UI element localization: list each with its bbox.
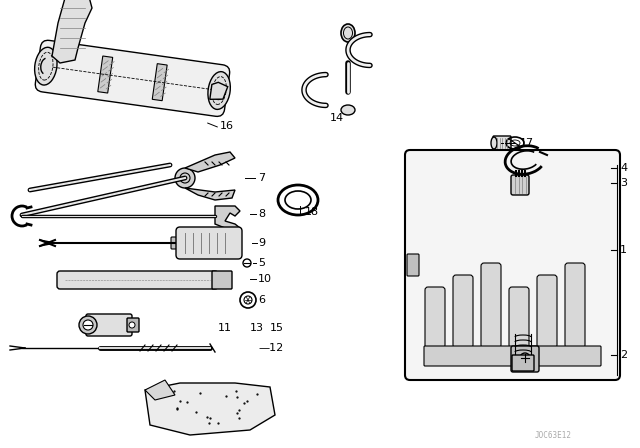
Polygon shape xyxy=(185,188,235,200)
FancyBboxPatch shape xyxy=(98,56,113,93)
Text: 10: 10 xyxy=(258,274,272,284)
FancyBboxPatch shape xyxy=(171,237,181,249)
Text: 3: 3 xyxy=(620,178,627,188)
Ellipse shape xyxy=(208,72,230,109)
FancyBboxPatch shape xyxy=(405,150,620,380)
Text: 18: 18 xyxy=(305,207,319,217)
Text: 7: 7 xyxy=(258,173,265,183)
FancyBboxPatch shape xyxy=(511,346,539,372)
Polygon shape xyxy=(145,383,275,435)
FancyBboxPatch shape xyxy=(127,318,139,332)
FancyBboxPatch shape xyxy=(86,314,132,336)
Text: JOC63E12: JOC63E12 xyxy=(535,431,572,440)
Ellipse shape xyxy=(35,47,57,85)
FancyBboxPatch shape xyxy=(493,136,511,150)
Text: 8: 8 xyxy=(258,209,265,219)
Ellipse shape xyxy=(341,24,355,42)
Text: 16: 16 xyxy=(220,121,234,131)
FancyBboxPatch shape xyxy=(152,64,167,101)
Text: —12: —12 xyxy=(258,343,284,353)
FancyBboxPatch shape xyxy=(565,263,585,348)
Text: 13: 13 xyxy=(250,323,264,333)
Text: 2: 2 xyxy=(620,350,627,360)
Text: 1: 1 xyxy=(620,245,627,255)
Polygon shape xyxy=(145,380,175,400)
Circle shape xyxy=(79,316,97,334)
Text: 4: 4 xyxy=(620,163,627,173)
Text: 6: 6 xyxy=(258,295,265,305)
FancyBboxPatch shape xyxy=(481,263,501,348)
Text: 17: 17 xyxy=(520,138,534,148)
Text: 5: 5 xyxy=(258,258,265,268)
Text: 11: 11 xyxy=(218,323,232,333)
Text: 9: 9 xyxy=(258,238,265,248)
FancyBboxPatch shape xyxy=(537,275,557,348)
FancyBboxPatch shape xyxy=(212,271,232,289)
Ellipse shape xyxy=(341,105,355,115)
FancyBboxPatch shape xyxy=(512,355,534,371)
Ellipse shape xyxy=(491,137,497,149)
FancyBboxPatch shape xyxy=(35,40,230,116)
FancyBboxPatch shape xyxy=(425,287,445,348)
FancyBboxPatch shape xyxy=(424,346,601,366)
FancyBboxPatch shape xyxy=(57,271,218,289)
Circle shape xyxy=(175,168,195,188)
FancyBboxPatch shape xyxy=(176,227,242,259)
Circle shape xyxy=(83,320,93,330)
Ellipse shape xyxy=(285,191,311,209)
FancyBboxPatch shape xyxy=(509,287,529,348)
Circle shape xyxy=(129,322,135,328)
FancyBboxPatch shape xyxy=(511,175,529,195)
FancyBboxPatch shape xyxy=(453,275,473,348)
Polygon shape xyxy=(210,82,228,99)
Polygon shape xyxy=(185,152,235,172)
Polygon shape xyxy=(52,0,92,63)
Text: 14: 14 xyxy=(330,113,344,123)
Polygon shape xyxy=(215,206,240,230)
Text: 15: 15 xyxy=(270,323,284,333)
FancyBboxPatch shape xyxy=(407,254,419,276)
Circle shape xyxy=(214,91,223,99)
